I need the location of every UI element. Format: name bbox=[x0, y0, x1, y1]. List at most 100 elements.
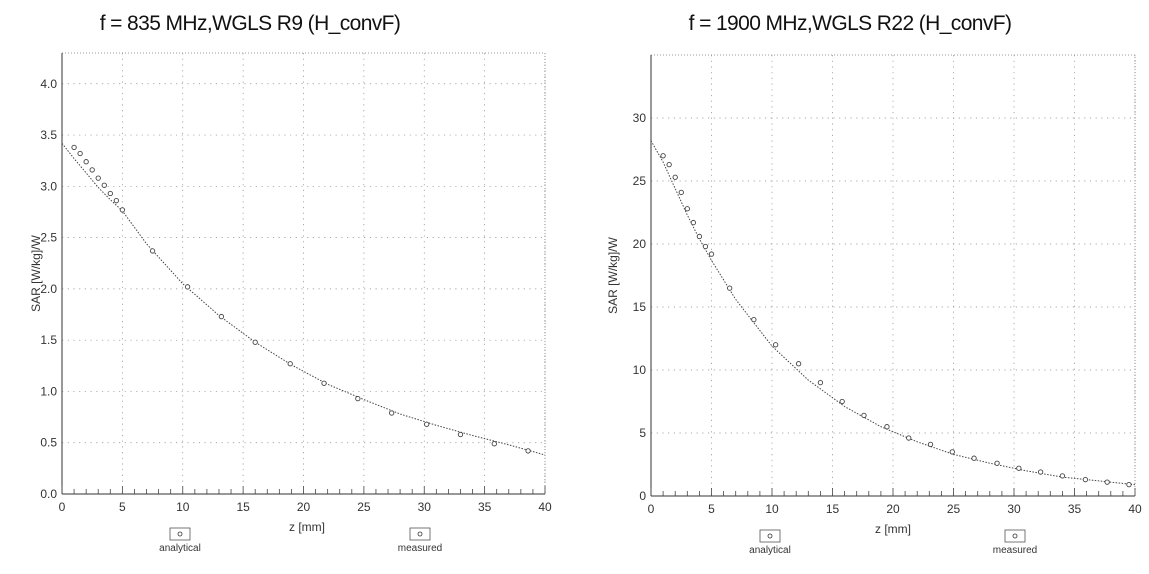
y-tick-label: 15 bbox=[633, 300, 647, 314]
legend-label: analytical bbox=[159, 543, 201, 554]
y-tick-label: 0 bbox=[639, 489, 646, 503]
y-tick-label: 1.5 bbox=[40, 333, 57, 347]
measured-point bbox=[388, 410, 395, 416]
x-axis-label: z [mm] bbox=[289, 520, 325, 534]
legend-item-analytical: analytical bbox=[159, 527, 201, 554]
measured-point bbox=[71, 144, 77, 151]
measured-point bbox=[927, 441, 934, 447]
measured-point bbox=[666, 161, 672, 168]
x-tick-label: 40 bbox=[1128, 502, 1142, 516]
y-axis-label: SAR [W/kg]/W bbox=[606, 236, 620, 313]
y-tick-label: 20 bbox=[633, 237, 647, 251]
x-tick-label: 5 bbox=[119, 500, 126, 514]
measured-point bbox=[321, 380, 327, 386]
y-tick-label: 2.0 bbox=[40, 282, 57, 296]
measured-point bbox=[994, 460, 1000, 466]
measured-point bbox=[696, 233, 703, 240]
y-tick-label: 0.5 bbox=[40, 436, 57, 450]
y-tick-label: 3.5 bbox=[40, 128, 57, 142]
measured-point bbox=[83, 159, 89, 165]
x-tick-label: 0 bbox=[59, 500, 66, 514]
measured-point bbox=[424, 421, 430, 427]
measured-point bbox=[491, 441, 497, 447]
x-tick-label: 20 bbox=[886, 502, 900, 516]
measured-point bbox=[751, 316, 757, 323]
measured-point bbox=[252, 339, 258, 345]
x-tick-label: 25 bbox=[357, 500, 371, 514]
measured-point bbox=[457, 431, 464, 438]
measured-point bbox=[817, 379, 824, 386]
measured-point bbox=[906, 435, 912, 441]
chart-835-mhz: f = 835 MHz,WGLS R9 (H_convF) 0 5 10 15 20 25 3… bbox=[29, 12, 552, 554]
measured-point bbox=[525, 448, 531, 454]
measured-point bbox=[149, 248, 156, 254]
y-axis-label: SAR [W/kg]/W bbox=[29, 234, 43, 311]
legend-marker bbox=[767, 533, 773, 539]
measured-point bbox=[107, 190, 113, 197]
measured-point bbox=[1059, 473, 1066, 479]
plot-frame bbox=[650, 54, 1136, 497]
x-tick-label: 5 bbox=[708, 502, 715, 516]
measured-point bbox=[861, 412, 867, 419]
measured-point bbox=[218, 313, 225, 320]
y-tick-label: 5 bbox=[639, 426, 646, 440]
legend-marker bbox=[417, 531, 423, 537]
measured-point bbox=[727, 285, 733, 291]
measured-point bbox=[690, 219, 696, 226]
measured-point bbox=[949, 449, 955, 455]
y-tick-label: 2.5 bbox=[40, 231, 57, 245]
measured-point bbox=[708, 251, 715, 257]
x-tick-label: 35 bbox=[478, 500, 492, 514]
measured-point bbox=[1016, 465, 1022, 471]
measured-point bbox=[1037, 469, 1044, 475]
measured-point bbox=[101, 182, 107, 188]
measured-point bbox=[355, 395, 361, 402]
y-tick-label: 25 bbox=[633, 174, 647, 188]
legend-label: measured bbox=[993, 545, 1037, 556]
x-tick-label: 15 bbox=[236, 500, 250, 514]
measured-point bbox=[772, 342, 779, 348]
legend-marker bbox=[1012, 533, 1018, 539]
legend-marker bbox=[177, 531, 183, 537]
measured-point bbox=[702, 243, 709, 250]
measured-point bbox=[971, 455, 977, 461]
legend-label: measured bbox=[398, 543, 442, 554]
x-tick-label: 30 bbox=[418, 500, 432, 514]
measured-point bbox=[113, 198, 119, 204]
measured-point bbox=[89, 167, 95, 173]
measured-point bbox=[672, 174, 678, 180]
legend-label: analytical bbox=[749, 545, 791, 556]
measured-point bbox=[119, 207, 126, 213]
y-tick-label: 3.0 bbox=[40, 179, 57, 193]
x-tick-label: 10 bbox=[765, 502, 779, 516]
chart-title: f = 1900 MHz,WGLS R22 (H_convF) bbox=[689, 12, 1012, 35]
measured-point bbox=[77, 150, 83, 157]
x-tick-label: 0 bbox=[648, 502, 655, 516]
chart-title: f = 835 MHz,WGLS R9 (H_convF) bbox=[100, 12, 401, 35]
legend-item-measured: measured bbox=[398, 527, 442, 554]
measured-point bbox=[1082, 476, 1089, 483]
y-tick-label: 1.0 bbox=[40, 384, 57, 398]
x-tick-label: 35 bbox=[1068, 502, 1082, 516]
x-tick-label: 15 bbox=[826, 502, 840, 516]
legend-item-analytical: analytical bbox=[749, 529, 791, 556]
measured-point bbox=[184, 284, 191, 290]
measured-point bbox=[839, 398, 845, 405]
measured-point bbox=[1104, 479, 1110, 485]
x-tick-label: 20 bbox=[297, 500, 311, 514]
legend-item-measured: measured bbox=[993, 529, 1037, 556]
y-tick-label: 10 bbox=[633, 363, 647, 377]
analytical-curve bbox=[61, 142, 546, 456]
measured-point bbox=[95, 175, 101, 181]
measured-point bbox=[660, 153, 666, 159]
y-tick-label: 4.0 bbox=[40, 77, 57, 91]
measured-point bbox=[884, 424, 890, 430]
measured-point bbox=[684, 206, 690, 212]
y-tick-label: 30 bbox=[633, 111, 647, 125]
measured-point bbox=[287, 361, 293, 367]
x-tick-label: 30 bbox=[1007, 502, 1021, 516]
measured-point bbox=[795, 361, 802, 367]
plot-frame bbox=[61, 52, 546, 495]
chart-1900-mhz: f = 1900 MHz,WGLS R22 (H_convF) 0 5 10 15 20 2… bbox=[606, 12, 1142, 556]
